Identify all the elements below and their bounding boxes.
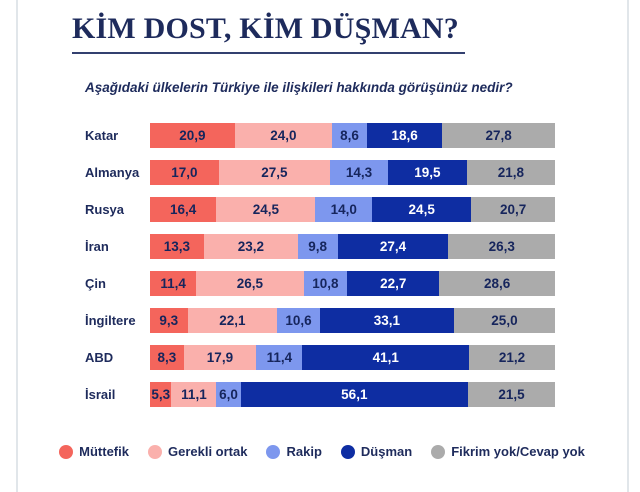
legend-dot-icon	[431, 444, 446, 459]
bar-segment-rakip: 10,8	[303, 271, 348, 296]
bar-segment-dusman: 56,1	[240, 382, 468, 407]
country-label: İngiltere	[85, 313, 136, 328]
legend-dot-icon	[340, 444, 355, 459]
chart-row: ABD 8,3 17,9 11,4 41,1 21,2	[85, 345, 612, 370]
legend-label: Fikrim yok/Cevap yok	[451, 444, 585, 459]
bar-segment-rakip: 9,8	[297, 234, 338, 259]
country-label: İran	[85, 239, 109, 254]
bar-segment-rakip: 14,3	[330, 160, 388, 185]
bar-segment-muttefik: 5,3	[150, 382, 172, 407]
bar-segment-fikrim-yok: 21,2	[469, 345, 556, 370]
legend-dot-icon	[59, 444, 74, 459]
bar-segment-rakip: 14,0	[315, 197, 373, 222]
bar-segment-muttefik: 8,3	[150, 345, 184, 370]
bar-segment-dusman: 27,4	[337, 234, 449, 259]
bar-segment-gerekli-ortak: 11,1	[171, 382, 217, 407]
bar-segment-rakip: 6,0	[216, 382, 241, 407]
bar-segment-dusman: 22,7	[347, 271, 440, 296]
chart-row: Rusya 16,4 24,5 14,0 24,5 20,7	[85, 197, 612, 222]
legend-label: Müttefik	[79, 444, 129, 459]
legend-item-rakip: Rakip	[266, 444, 322, 459]
country-label: Almanya	[85, 165, 140, 180]
legend-dot-icon	[147, 444, 162, 459]
country-label: Çin	[85, 276, 106, 291]
bar-segment-muttefik: 16,4	[150, 197, 217, 222]
chart-row: Çin 11,4 26,5 10,8 22,7 28,6	[85, 271, 612, 296]
bar-segment-gerekli-ortak: 17,9	[183, 345, 257, 370]
chart-row: Almanya 17,0 27,5 14,3 19,5 21,8	[85, 160, 612, 185]
legend-item-muttefik: Müttefik	[59, 444, 129, 459]
bar-segment-muttefik: 20,9	[150, 123, 235, 148]
country-label: Katar	[85, 128, 119, 143]
bar-segment-rakip: 11,4	[256, 345, 303, 370]
legend-label: Düşman	[360, 444, 413, 459]
bar-segment-rakip: 8,6	[332, 123, 367, 148]
chart-subtitle: Aşağıdaki ülkelerin Türkiye ile ilişkile…	[85, 80, 513, 95]
bar-segment-gerekli-ortak: 27,5	[218, 160, 331, 185]
country-label: ABD	[85, 350, 114, 365]
frame-line-left	[16, 0, 18, 492]
chart-row: İran 13,3 23,2 9,8 27,4 26,3	[85, 234, 612, 259]
bar-segment-dusman: 18,6	[366, 123, 443, 148]
stacked-bar: 16,4 24,5 14,0 24,5 20,7	[150, 197, 555, 222]
chart-rows: Katar 20,9 24,0 8,6 18,6 27,8 Almanya 17,0 27,5 1…	[85, 123, 612, 407]
stacked-bar: 9,3 22,1 10,6 33,1 25,0	[150, 308, 556, 333]
bar-segment-fikrim-yok: 25,0	[453, 308, 556, 333]
stacked-bar: 11,4 26,5 10,8 22,7 28,6	[150, 271, 555, 296]
legend-item-dusman: Düşman	[340, 444, 413, 459]
chart-card: KİM DOST, KİM DÜŞMAN? Aşağıdaki ülkeleri…	[72, 12, 612, 419]
bar-segment-gerekli-ortak: 24,0	[234, 123, 333, 148]
bar-segment-fikrim-yok: 27,8	[442, 123, 555, 148]
bar-segment-gerekli-ortak: 23,2	[203, 234, 298, 259]
stacked-bar: 5,3 11,1 6,0 56,1 21,5	[150, 382, 555, 407]
stacked-bar: 20,9 24,0 8,6 18,6 27,8	[150, 123, 555, 148]
bar-segment-muttefik: 11,4	[150, 271, 197, 296]
chart-row: İngiltere 9,3 22,1 10,6 33,1 25,0	[85, 308, 612, 333]
bar-segment-dusman: 24,5	[372, 197, 472, 222]
bar-segment-dusman: 33,1	[319, 308, 454, 333]
legend-label: Gerekli ortak	[167, 444, 248, 459]
bar-segment-dusman: 19,5	[387, 160, 467, 185]
bar-segment-fikrim-yok: 21,8	[466, 160, 555, 185]
bar-segment-fikrim-yok: 20,7	[471, 197, 555, 222]
page-title: KİM DOST, KİM DÜŞMAN?	[72, 12, 465, 54]
bar-segment-muttefik: 9,3	[150, 308, 188, 333]
legend-item-fikrim-yok: Fikrim yok/Cevap yok	[431, 444, 585, 459]
bar-segment-rakip: 10,6	[277, 308, 320, 333]
bar-segment-gerekli-ortak: 24,5	[216, 197, 316, 222]
chart-row: Katar 20,9 24,0 8,6 18,6 27,8	[85, 123, 612, 148]
bar-segment-gerekli-ortak: 22,1	[187, 308, 278, 333]
bar-segment-fikrim-yok: 28,6	[439, 271, 555, 296]
chart-legend: Müttefik Gerekli ortak Rakip Düşman Fikrim y…	[17, 444, 627, 459]
legend-label: Rakip	[286, 444, 322, 459]
country-label: İsrail	[85, 387, 116, 402]
frame-line-right	[627, 0, 629, 492]
bar-segment-muttefik: 17,0	[150, 160, 219, 185]
legend-item-gerekli-ortak: Gerekli ortak	[147, 444, 248, 459]
chart-row: İsrail 5,3 11,1 6,0 56,1 21,5	[85, 382, 612, 407]
bar-segment-fikrim-yok: 26,3	[448, 234, 555, 259]
legend-dot-icon	[266, 444, 281, 459]
bar-segment-muttefik: 13,3	[150, 234, 204, 259]
stacked-bar: 8,3 17,9 11,4 41,1 21,2	[150, 345, 556, 370]
stacked-bar: 13,3 23,2 9,8 27,4 26,3	[150, 234, 555, 259]
country-label: Rusya	[85, 202, 125, 217]
bar-segment-dusman: 41,1	[302, 345, 470, 370]
stacked-bar: 17,0 27,5 14,3 19,5 21,8	[150, 160, 555, 185]
bar-segment-gerekli-ortak: 26,5	[196, 271, 304, 296]
bar-segment-fikrim-yok: 21,5	[467, 382, 555, 407]
